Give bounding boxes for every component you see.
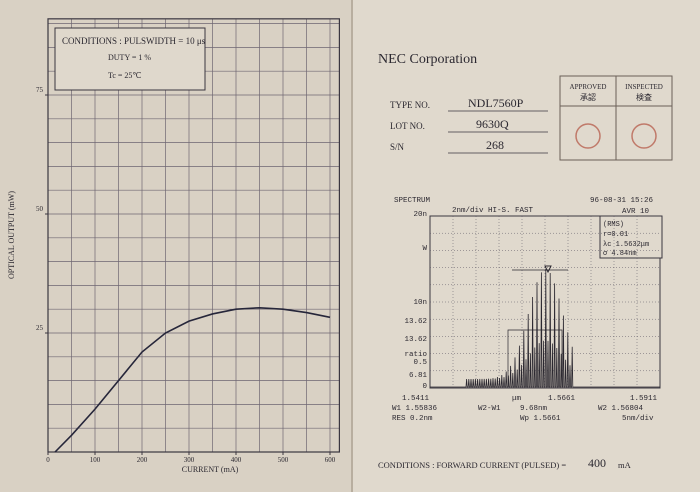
y-tick-label: 50 (36, 205, 44, 213)
conditions-box (54, 27, 206, 91)
spectrum-bottom-label: 9.68nm (520, 405, 548, 413)
spectrum-settings: 2nm/div HI-S. FAST (452, 207, 534, 215)
spectrum-timestamp: 96-08-31 15:26 (590, 197, 654, 205)
spectrum-bottom-label: 1.5411 (402, 395, 430, 403)
width-bracket (507, 329, 563, 387)
power-curve (54, 306, 331, 453)
stamp-sub: 検査 (636, 92, 652, 102)
field-label: S/N (390, 142, 405, 152)
spectrum-axis-label: 13.62 (404, 336, 427, 344)
y-axis-label: OPTICAL OUTPUT (mW) (7, 191, 16, 279)
spectrum-bottom-label: W2-W1 (478, 405, 501, 413)
spectrum-bottom-label: W1 1.55836 (392, 405, 438, 413)
x-tick-label: 100 (90, 456, 101, 464)
stamp-sub: 承認 (580, 92, 596, 102)
spectrum-stat: σ 4.84nm (603, 250, 637, 258)
spectrum-axis-label: 10n (413, 299, 427, 307)
spectrum-stat: r=0.01 (603, 231, 628, 239)
spectrum-axis-label: W (422, 245, 427, 253)
company-name: NEC Corporation (378, 52, 477, 67)
peak-triangle (544, 265, 552, 274)
x-tick-label: 400 (231, 456, 242, 464)
stamp-seal (631, 123, 657, 149)
spectrum-bottom-label: 1.5911 (630, 395, 658, 403)
spectrum-axis-label: 13.62 (404, 318, 427, 326)
report-area: NEC Corporation TYPE NO. NDL7560P LOT NO. 96… (378, 52, 673, 470)
condition-text: CONDITIONS : PULSWIDTH = 10 μs (62, 36, 206, 46)
stamp-label: APPROVED (570, 83, 607, 91)
y-tick-label: 75 (36, 86, 44, 94)
x-tick-label: 500 (278, 456, 289, 464)
spectrum-bottom-label: μm (512, 395, 522, 403)
x-tick-label: 300 (184, 456, 195, 464)
spectrum-axis-label: 6.81 (409, 372, 428, 380)
condition-text: DUTY = 1 % (108, 53, 151, 62)
conditions-text: CONDITIONS : FORWARD CURRENT (PULSED) = (378, 460, 566, 470)
spectrum-title: SPECTRUM (394, 197, 431, 205)
spectrum-bottom-label: 5nm/div (622, 415, 654, 423)
spectrum-axis-label: 0.5 (413, 359, 427, 367)
spectrum-axis-label: 20n (413, 211, 427, 219)
spectrum-axis-label: ratio (404, 351, 427, 359)
field-label: LOT NO. (390, 121, 425, 131)
spectrum-bottom-label: Wp 1.5661 (520, 415, 561, 423)
chart-area: 0 100 200 300 400 500 600 25 50 75 CURRENT (mA) OPT… (7, 18, 340, 474)
stats-box (599, 215, 663, 259)
field-value: NDL7560P (468, 96, 524, 110)
spectrum-averaging: AVR 10 (622, 208, 650, 216)
x-axis-label: CURRENT (mA) (182, 465, 239, 474)
spectrum-trace (430, 269, 660, 388)
x-tick-label: 0 (46, 456, 50, 464)
field-value: 268 (486, 138, 504, 152)
spectrum-stat: (RMS) (603, 221, 624, 229)
stamp-label: INSPECTED (625, 83, 663, 91)
field-value: 9630Q (476, 117, 509, 131)
spectrum-bottom-label: RES 0.2nm (392, 415, 433, 423)
field-label: TYPE NO. (390, 100, 430, 110)
condition-text: Tc = 25℃ (108, 71, 141, 80)
x-tick-label: 200 (137, 456, 148, 464)
y-tick-label: 25 (36, 324, 44, 332)
spectrum-bottom-label: W2 1.56804 (598, 405, 644, 413)
conditions-unit: mA (618, 460, 632, 470)
plot-frame (47, 18, 340, 453)
conditions-value: 400 (588, 456, 606, 470)
spectrum-stat: λc 1.5632μm (603, 241, 649, 249)
x-tick-label: 600 (325, 456, 336, 464)
stamp-seal (575, 123, 601, 149)
spectrum-bottom-label: 1.5661 (548, 395, 576, 403)
spectrum-axis-label: 0 (422, 383, 427, 391)
